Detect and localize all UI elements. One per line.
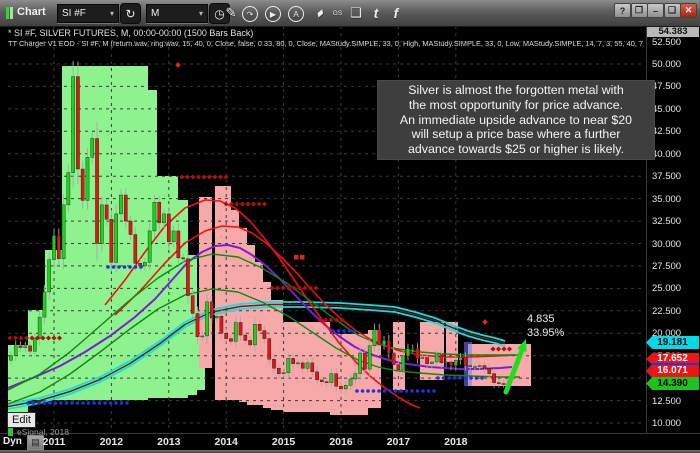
chevron-down-icon: ▾ — [198, 9, 203, 18]
signal-dots — [8, 62, 513, 405]
chevron-down-icon: ▾ — [109, 9, 114, 18]
minimize-button[interactable]: – — [647, 3, 664, 18]
share-curve-icon[interactable]: ↷ — [242, 6, 258, 22]
year-label: 2014 — [214, 436, 238, 448]
twitter-icon[interactable]: t — [373, 5, 379, 21]
status-indicator-2 — [10, 7, 13, 19]
session-high-box: 54.383 — [647, 26, 699, 37]
analysis-annotation-box[interactable]: Silver is almost the forgotten metal wit… — [377, 80, 655, 160]
time-axis[interactable]: Dyn ▤ 2011 2012 2013 2014 2015 2016 2017 2018 — [0, 433, 700, 451]
chat-bubble-icon[interactable]: ❑ — [350, 5, 362, 20]
play-icon[interactable]: ▶ — [265, 6, 281, 22]
toolbar: Chart SI #F ▾ ↻ M ▾ ◷ ✎ ↷ ▶ A ▰ GS ❑ t f ? ❐ – ❏ ✕ — [0, 0, 700, 27]
status-indicator — [6, 7, 9, 19]
price-tick: 50.000 — [652, 59, 682, 70]
price-tag: 19.181 — [646, 336, 699, 349]
price-tick: 10.000 — [652, 418, 682, 429]
price-tick: 25.000 — [652, 283, 682, 295]
projection-advance-value: 4.835 — [527, 313, 555, 325]
annotation-line: the most opportunity for price advance. — [408, 97, 624, 112]
chart-title-label: Chart — [17, 6, 46, 18]
watermark: eSignal, 2018 — [17, 427, 69, 437]
pencil-icon[interactable]: ✎ — [225, 5, 237, 20]
study-parameters-header: TT Charger V1 EOD - SI #F, M (return.wav… — [8, 39, 644, 48]
annotation-line: will setup a price base where a further — [411, 127, 621, 142]
time-settings-button[interactable]: ◷ — [209, 3, 230, 24]
edit-button[interactable]: Edit — [7, 412, 36, 428]
annotation-line: An immediate upside advance to near $20 — [399, 112, 633, 127]
price-tick: 35.000 — [652, 193, 682, 205]
price-tick: 45.000 — [652, 103, 682, 115]
esignal-logo-icon — [8, 428, 13, 436]
year-label: 2015 — [271, 436, 296, 448]
candles — [9, 61, 506, 394]
help-button[interactable]: ? — [614, 3, 631, 18]
interval-select[interactable]: M ▾ — [146, 4, 208, 23]
refresh-button[interactable]: ↻ — [120, 3, 141, 24]
restore-button[interactable]: ❐ — [630, 3, 648, 18]
year-label: 2013 — [157, 436, 181, 448]
price-tick: 12.500 — [652, 395, 682, 407]
instrument-header: * SI #F, SILVER FUTURES, M, 00:00-00:00 … — [8, 28, 254, 38]
price-tick: 22.500 — [652, 305, 682, 317]
eraser-icon[interactable]: ▰ — [312, 5, 327, 20]
annotation-line: Silver is almost the forgotten metal wit… — [408, 83, 624, 97]
close-button[interactable]: ✕ — [680, 3, 697, 18]
price-tick: 20.000 — [652, 328, 682, 340]
price-tag: 14.390 — [646, 377, 699, 390]
price-tag: 16.071 — [646, 365, 699, 377]
symbol-value: SI #F — [62, 8, 86, 19]
projection-arrow — [503, 339, 527, 395]
maximize-button[interactable]: ❏ — [663, 3, 681, 18]
clock-icon: ◷ — [214, 6, 225, 21]
interval-value: M — [151, 8, 160, 19]
price-tick: 32.500 — [652, 216, 682, 228]
year-label: 2017 — [386, 436, 411, 448]
gs-label[interactable]: GS — [332, 9, 343, 17]
indicator-lines — [8, 199, 520, 410]
year-label: 2012 — [99, 436, 124, 448]
price-tick: 47.500 — [652, 81, 682, 93]
year-label: 2018 — [444, 436, 468, 448]
refresh-icon: ↻ — [125, 6, 136, 21]
year-label: 2011 — [42, 436, 66, 448]
auto-a-icon[interactable]: A — [288, 6, 304, 22]
price-tick: 37.500 — [652, 171, 682, 183]
symbol-select[interactable]: SI #F ▾ — [57, 4, 119, 23]
year-label: 2016 — [329, 436, 353, 448]
facebook-icon[interactable]: f — [393, 5, 399, 21]
annotation-line: advance towards $25 or higher is likely. — [407, 142, 625, 157]
price-tag: 17.652 — [646, 353, 699, 365]
price-tick: 52.500 — [652, 36, 682, 48]
price-tick: 27.500 — [652, 260, 682, 272]
price-tick: 30.000 — [652, 238, 682, 250]
projection-percent-value: 33.95% — [527, 327, 565, 339]
window-frame — [0, 450, 700, 453]
price-tick: 42.500 — [652, 126, 682, 138]
dyn-lock-icon[interactable]: ▤ — [27, 435, 44, 450]
price-tick: 40.000 — [652, 148, 682, 160]
dyn-toggle[interactable]: Dyn — [3, 436, 22, 447]
